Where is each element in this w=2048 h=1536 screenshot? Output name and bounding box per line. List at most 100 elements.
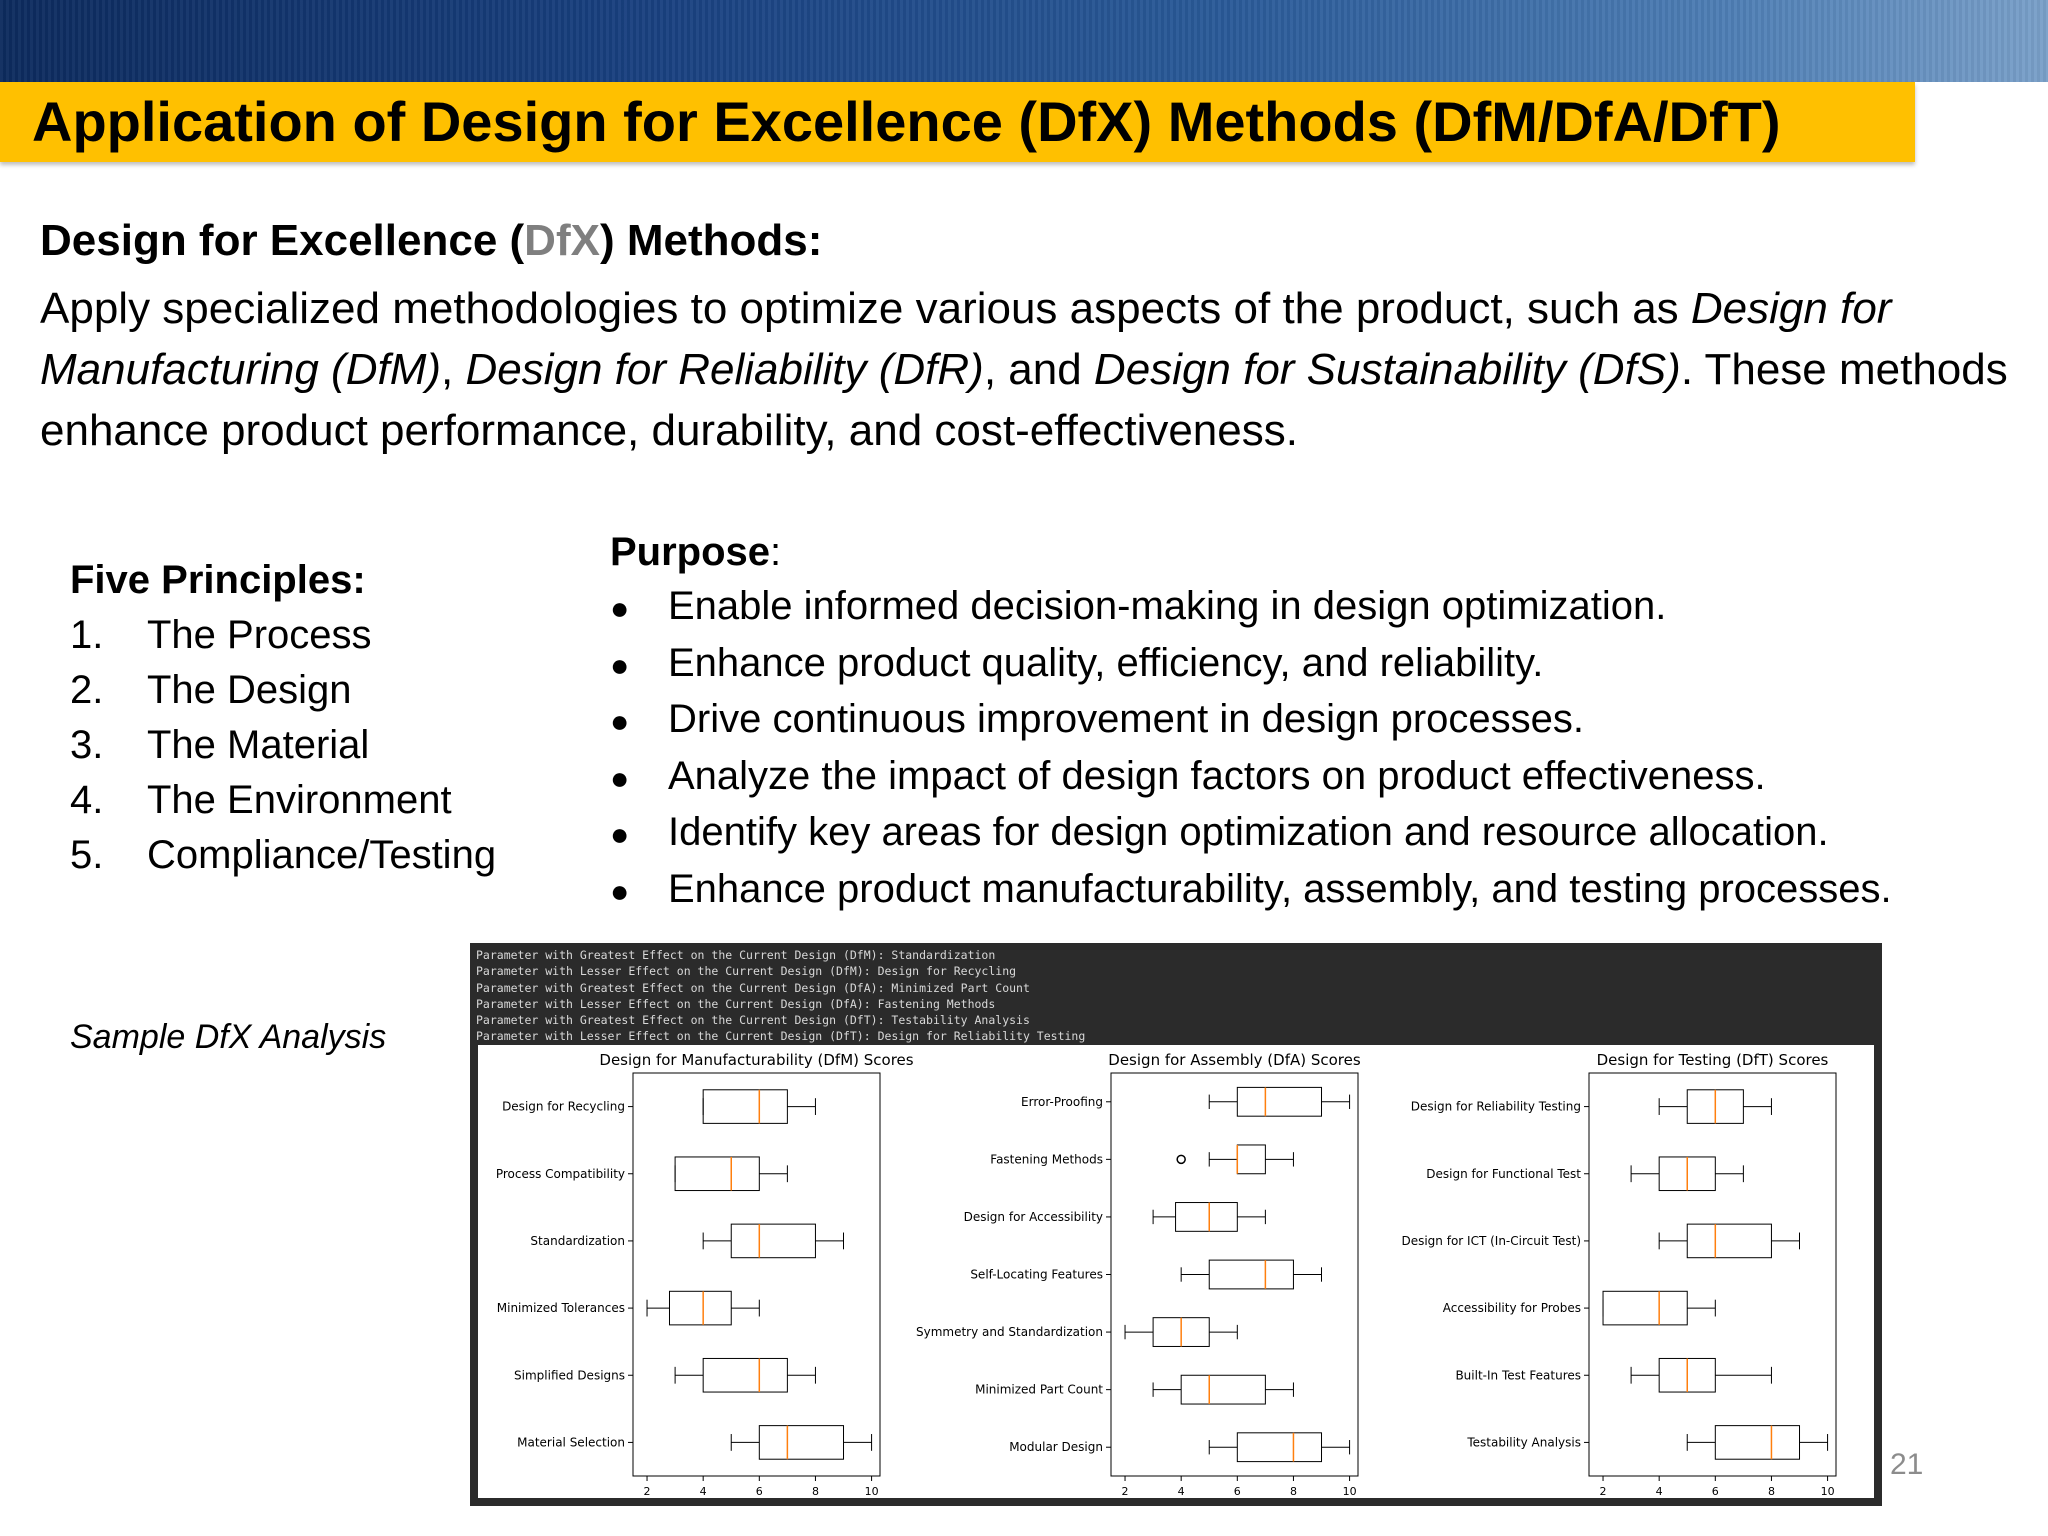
category-label: Design for Reliability Testing <box>1411 1100 1581 1114</box>
box <box>1208 1259 1294 1290</box>
category-label: Built-In Test Features <box>1455 1368 1581 1382</box>
bullet-icon: ● <box>610 703 630 739</box>
purpose-section: Purpose: ● Enable informed decision-makin… <box>610 525 1892 918</box>
bullet-icon: ● <box>610 590 630 626</box>
principle-number: 2. <box>70 668 104 712</box>
dfx-heading-post: ) Methods: <box>599 216 823 265</box>
principle-label: The Process <box>147 613 372 657</box>
category-label: Minimized Part Count <box>975 1383 1103 1397</box>
category-label: Modular Design <box>1009 1440 1103 1454</box>
purpose-item: ● Enhance product manufacturability, asse… <box>610 862 1892 919</box>
x-tick-label: 2 <box>644 1485 651 1498</box>
purpose-title: Purpose: <box>610 525 1892 579</box>
boxplot-figure: Design for Manufacturability (DfM) Score… <box>478 1045 1874 1498</box>
box <box>730 1223 816 1259</box>
category-label: Error-Proofing <box>1021 1095 1103 1109</box>
x-tick-label: 10 <box>1821 1485 1835 1498</box>
category-label: Design for ICT (In-Circuit Test) <box>1401 1234 1581 1248</box>
purpose-item: ● Analyze the impact of design factors on… <box>610 749 1892 806</box>
x-tick-label: 6 <box>1712 1485 1719 1498</box>
desc-part-2: , <box>441 345 466 394</box>
principle-item: 4. The Environment <box>70 773 496 828</box>
x-tick-label: 4 <box>1178 1485 1185 1498</box>
category-label: Self-Locating Features <box>970 1268 1103 1282</box>
x-tick-label: 2 <box>1600 1485 1607 1498</box>
console-line: Parameter with Lesser Effect on the Curr… <box>476 996 996 1011</box>
box <box>1236 1086 1323 1117</box>
x-tick-label: 2 <box>1122 1485 1129 1498</box>
sample-analysis-label: Sample DfX Analysis <box>70 1018 387 1056</box>
principle-number: 4. <box>70 778 104 822</box>
purpose-text: Enhance product manufacturability, assem… <box>668 866 1892 911</box>
page-number: 21 <box>1890 1448 1924 1481</box>
x-tick-label: 8 <box>1768 1485 1775 1498</box>
category-label: Material Selection <box>517 1435 625 1449</box>
dfx-heading: Design for Excellence (DfX) Methods: <box>40 216 822 266</box>
console-line: Parameter with Greatest Effect on the Cu… <box>476 948 996 962</box>
slide-title: Application of Design for Excellence (Df… <box>32 90 1781 153</box>
x-tick-label: 8 <box>812 1485 819 1498</box>
purpose-text: Identify key areas for design optimizati… <box>668 810 1829 854</box>
chart-title: Design for Manufacturability (DfM) Score… <box>599 1051 913 1069</box>
category-label: Testability Analysis <box>1466 1435 1581 1449</box>
outlier-point <box>1176 1154 1186 1165</box>
principles-title: Five Principles: <box>70 558 366 602</box>
category-label: Process Compatibility <box>496 1167 625 1181</box>
purpose-text: Drive continuous improvement in design p… <box>668 697 1584 741</box>
category-label: Fastening Methods <box>990 1152 1103 1166</box>
bullet-icon: ● <box>610 816 630 852</box>
dfx-heading-dfx: DfX <box>524 216 600 265</box>
bullet-icon: ● <box>610 872 630 909</box>
plot-frame <box>632 1072 881 1477</box>
bullet-icon: ● <box>610 646 630 683</box>
purpose-title-colon: : <box>770 530 782 574</box>
principle-item: 3. The Material <box>70 718 496 773</box>
dfx-heading-pre: Design for Excellence ( <box>40 216 525 265</box>
header-banner <box>0 0 2048 82</box>
principle-label: The Material <box>147 723 370 767</box>
chart-title: Design for Assembly (DfA) Scores <box>1108 1051 1361 1069</box>
purpose-list: ● Enable informed decision-making in desi… <box>610 579 1892 918</box>
principle-label: The Design <box>147 668 352 712</box>
desc-part-3: , and <box>983 345 1094 394</box>
desc-part-4: . These methods enhance product performa… <box>40 345 2008 455</box>
x-tick-label: 4 <box>1656 1485 1663 1498</box>
principle-number: 3. <box>70 723 104 767</box>
x-tick-label: 10 <box>1343 1485 1357 1498</box>
x-tick-label: 8 <box>1290 1485 1297 1498</box>
console-line: Parameter with Lesser Effect on the Curr… <box>476 1029 1086 1044</box>
console-line: Parameter with Greatest Effect on the Cu… <box>476 1013 1030 1028</box>
purpose-item: ● Drive continuous improvement in design … <box>610 692 1892 749</box>
box <box>1236 1432 1323 1463</box>
console-output: Parameter with Greatest Effect on the Cu… <box>476 947 1085 1045</box>
x-tick-label: 4 <box>700 1485 707 1498</box>
category-label: Design for Recycling <box>502 1100 625 1114</box>
five-principles: Five Principles: 1. The Process 2. The Des… <box>70 552 496 883</box>
plot-frame <box>1588 1072 1837 1477</box>
bullet-icon: ● <box>610 759 630 796</box>
box <box>1686 1223 1772 1259</box>
category-label: Standardization <box>530 1234 625 1248</box>
purpose-text: Analyze the impact of design factors on … <box>668 753 1766 798</box>
title-bar <box>0 82 1915 162</box>
category-label: Minimized Tolerances <box>497 1301 625 1315</box>
category-label: Design for Functional Test <box>1426 1167 1581 1181</box>
principle-label: The Environment <box>147 778 452 822</box>
principle-label: Compliance/Testing <box>147 833 497 877</box>
purpose-title-text: Purpose <box>610 530 771 574</box>
box <box>1714 1425 1801 1460</box>
principle-number: 5. <box>70 833 104 877</box>
principle-item: 1. The Process <box>70 608 496 663</box>
purpose-item: ● Enable informed decision-making in desi… <box>610 579 1892 636</box>
analysis-screenshot: Parameter with Greatest Effect on the Cu… <box>470 943 1882 1506</box>
desc-dfs: Design for Sustainability (DfS) <box>1093 345 1681 394</box>
box <box>674 1156 760 1192</box>
desc-part-1: Apply specialized methodologies to optim… <box>40 284 1691 333</box>
principle-item: 2. The Design <box>70 663 496 718</box>
desc-dfr: Design for Reliability (DfR) <box>465 345 984 394</box>
box <box>702 1357 788 1393</box>
dfx-description: Apply specialized methodologies to optim… <box>40 278 2030 461</box>
category-label: Accessibility for Probes <box>1443 1301 1581 1315</box>
console-line: Parameter with Greatest Effect on the Cu… <box>476 980 1030 995</box>
purpose-text: Enhance product quality, efficiency, and… <box>668 640 1544 685</box>
